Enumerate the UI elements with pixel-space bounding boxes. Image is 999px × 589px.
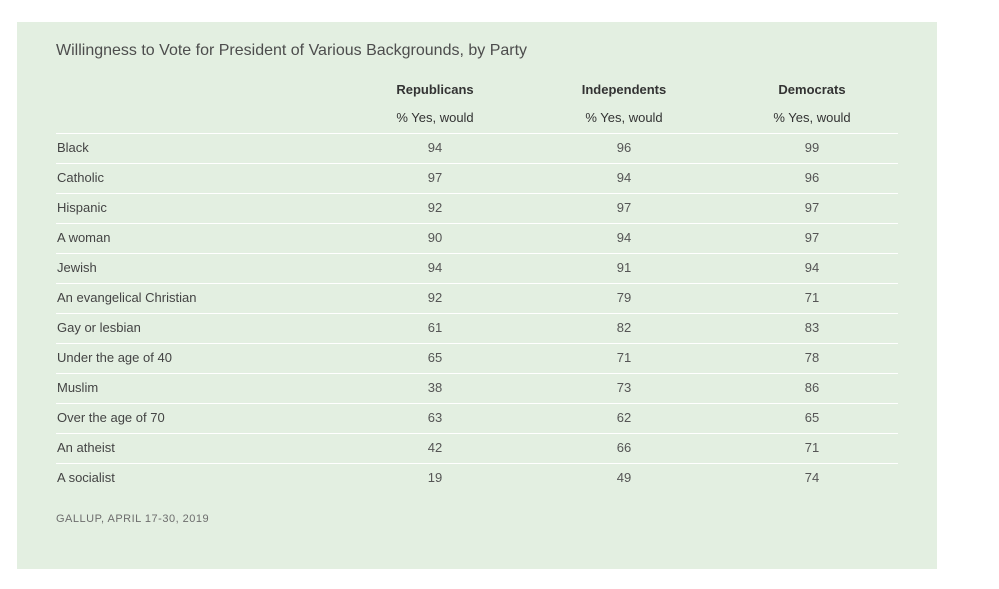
cell-republicans: 94 [427,260,443,275]
cell-independents: 66 [616,440,632,455]
cell-democrats: 94 [804,260,820,275]
cell-independents: 71 [616,350,632,365]
cell-democrats: 71 [804,440,820,455]
table-row: A woman 90 94 97 [56,223,898,253]
cell-independents: 49 [616,470,632,485]
table-row: Jewish 94 91 94 [56,253,898,283]
row-label: Gay or lesbian [57,320,141,335]
table-row: Hispanic 92 97 97 [56,193,898,223]
cell-republicans: 63 [427,410,443,425]
cell-democrats: 96 [804,170,820,185]
cell-democrats: 65 [804,410,820,425]
cell-democrats: 97 [804,200,820,215]
table-row: Gay or lesbian 61 82 83 [56,313,898,343]
row-label: Catholic [57,170,104,185]
row-label: An evangelical Christian [57,290,197,305]
row-label: A woman [57,230,111,245]
column-header-democrats: Democrats [778,82,846,97]
column-subheader-democrats: % Yes, would [773,110,851,125]
row-label: Over the age of 70 [57,410,165,425]
cell-democrats: 71 [804,290,820,305]
table-row: A socialist 19 49 74 [56,463,898,493]
cell-independents: 79 [616,290,632,305]
row-label: A socialist [57,470,115,485]
cell-republicans: 61 [427,320,443,335]
cell-republicans: 65 [427,350,443,365]
cell-democrats: 97 [804,230,820,245]
table-row: Muslim 38 73 86 [56,373,898,403]
cell-republicans: 42 [427,440,443,455]
table-row: Black 94 96 99 [56,133,898,163]
cell-republicans: 97 [427,170,443,185]
table-row: Catholic 97 94 96 [56,163,898,193]
column-subheader-republicans: % Yes, would [396,110,474,125]
row-label: An atheist [57,440,115,455]
cell-democrats: 83 [804,320,820,335]
cell-independents: 73 [616,380,632,395]
row-label: Jewish [57,260,97,275]
cell-independents: 94 [616,170,632,185]
cell-democrats: 78 [804,350,820,365]
cell-republicans: 38 [427,380,443,395]
cell-independents: 82 [616,320,632,335]
cell-republicans: 90 [427,230,443,245]
cell-republicans: 92 [427,200,443,215]
table-body: Black 94 96 99 Catholic 97 94 96 Hispanic 92 97 97 A… [56,133,898,493]
cell-independents: 91 [616,260,632,275]
cell-democrats: 99 [804,140,820,155]
table-row: Over the age of 70 63 62 65 [56,403,898,433]
cell-republicans: 92 [427,290,443,305]
chart-card: Willingness to Vote for President of Var… [17,22,937,569]
table-row: Under the age of 40 65 71 78 [56,343,898,373]
row-label: Under the age of 40 [57,350,172,365]
cell-independents: 62 [616,410,632,425]
table-row: An atheist 42 66 71 [56,433,898,463]
source-note: GALLUP, APRIL 17-30, 2019 [56,513,210,525]
row-label: Black [57,140,89,155]
row-label: Hispanic [57,200,107,215]
cell-independents: 97 [616,200,632,215]
cell-democrats: 86 [804,380,820,395]
cell-republicans: 94 [427,140,443,155]
chart-title: Willingness to Vote for President of Var… [56,42,528,59]
column-header-independents: Independents [581,82,667,97]
cell-republicans: 19 [427,470,443,485]
row-label: Muslim [57,380,99,395]
table-row: An evangelical Christian 92 79 71 [56,283,898,313]
cell-independents: 96 [616,140,632,155]
column-subheader-independents: % Yes, would [585,110,663,125]
column-header-republicans: Republicans [396,82,474,97]
cell-independents: 94 [616,230,632,245]
cell-democrats: 74 [804,470,820,485]
